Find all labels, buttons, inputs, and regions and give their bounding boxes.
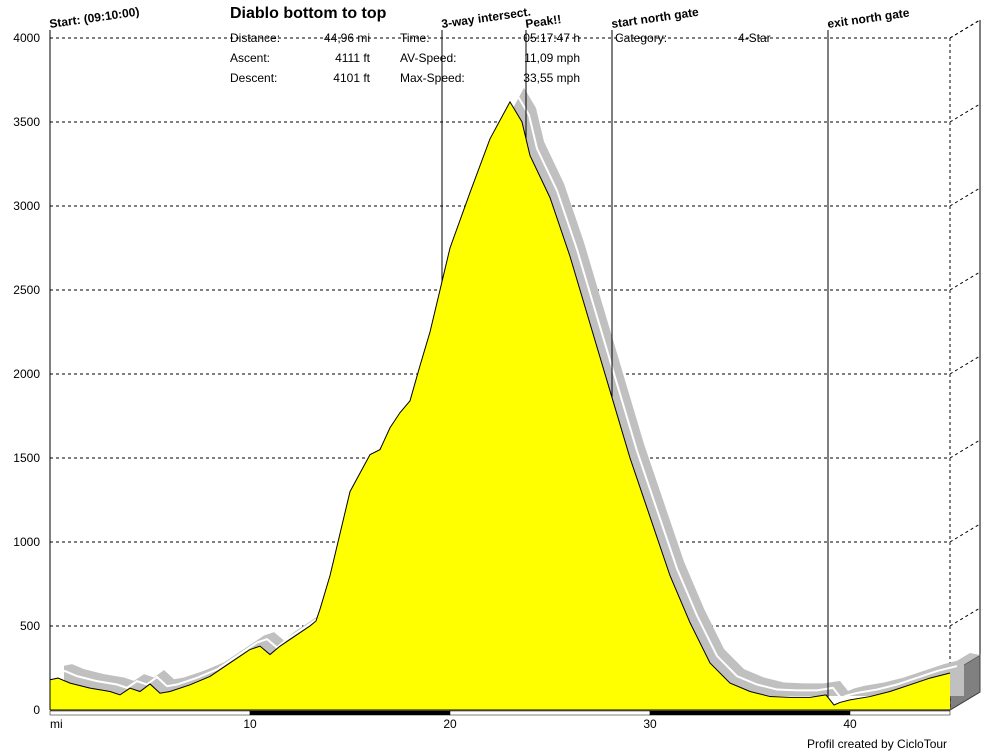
elevation-fill — [49, 100, 951, 711]
marker-label: 3-way intersect. — [440, 5, 531, 31]
ascent-label: Ascent: — [230, 51, 271, 65]
x-scale-bar-segment — [249, 710, 451, 716]
maxspeed-label: Max-Speed: — [400, 71, 465, 85]
descent-label: Descent: — [230, 71, 278, 85]
x-tick-labels: 10 20 30 40 — [243, 717, 857, 731]
axes — [49, 38, 951, 716]
x-scale-bar-segment — [849, 710, 951, 716]
x-scale-bar-segment — [449, 710, 651, 716]
gridline-y-depth — [949, 523, 981, 543]
ascent-value: 4111 ft — [335, 51, 370, 65]
marker-label: Start: (09:10:00) — [48, 4, 140, 30]
y-tick-label: 2500 — [13, 283, 40, 297]
elevation-line — [49, 100, 951, 706]
time-label: Time: — [400, 31, 430, 45]
y-tick-label: 500 — [20, 619, 40, 633]
y-tick-label: 1500 — [13, 451, 40, 465]
chart-title: Diablo bottom to top — [230, 5, 387, 22]
gridline-y-depth — [949, 103, 981, 123]
depth-edge-top — [949, 19, 981, 39]
gridline-y-depth — [949, 19, 981, 39]
x-tick-label: 10 — [243, 717, 257, 731]
y-tick-label: 3000 — [13, 199, 40, 213]
gridline-y-depth — [949, 355, 981, 375]
gridline-y-depth — [949, 607, 981, 627]
gridline-y-depth — [949, 187, 981, 207]
y-tick-label: 4000 — [13, 31, 40, 45]
x-scale-bar-segment — [49, 710, 251, 716]
y-tick-label: 1000 — [13, 535, 40, 549]
category-label: Category: — [615, 31, 668, 45]
maxspeed-value: 33,55 mph — [523, 71, 580, 85]
marker-label: exit north gate — [826, 6, 910, 31]
y-tick-labels: 0 500 1000 1500 2000 2500 3000 3500 4000 — [13, 31, 40, 717]
y-tick-label: 3500 — [13, 115, 40, 129]
category-value: 4-Star — [738, 31, 771, 45]
avspeed-value: 11,09 mph — [524, 51, 580, 65]
y-tick-label: 2000 — [13, 367, 40, 381]
x-scale-bar-segment — [649, 710, 851, 716]
marker-label: start north gate — [610, 5, 699, 31]
time-value: 05:17:47 h — [523, 31, 580, 45]
x-tick-label: 20 — [443, 717, 457, 731]
3d-side-panel — [940, 19, 981, 711]
elevation-area — [50, 101, 950, 711]
marker-label: Peak!! — [524, 12, 562, 31]
y-tick-label: 0 — [33, 703, 40, 717]
distance-label: Distance: — [230, 31, 281, 45]
x-tick-label: 30 — [643, 717, 657, 731]
credit-text: Profil created by CicloTour — [807, 737, 948, 751]
descent-value: 4101 ft — [333, 71, 370, 85]
distance-value: 44,96 mi — [323, 31, 370, 45]
x-axis-label: mi — [50, 717, 63, 731]
x-tick-label: 40 — [843, 717, 857, 731]
avspeed-label: AV-Speed: — [400, 51, 457, 65]
gridline-y-depth — [949, 271, 981, 291]
gridline-y-depth — [949, 439, 981, 459]
